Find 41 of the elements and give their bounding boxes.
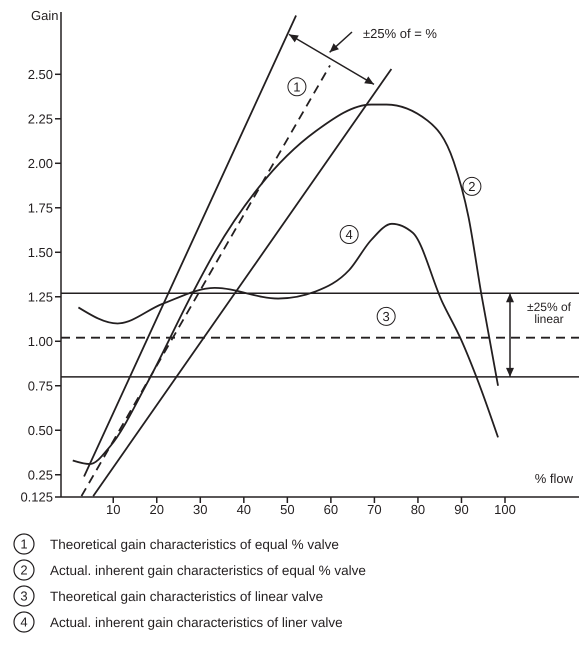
y-tick-label: 0.25 xyxy=(28,467,53,482)
y-tick-label: 1.00 xyxy=(28,334,53,349)
numbered-circle: 3 xyxy=(12,584,36,608)
annotation: 3 xyxy=(382,308,390,324)
y-tick-label: 1.25 xyxy=(28,289,53,304)
numbered-circle: 3 xyxy=(376,306,396,326)
x-tick-label: 40 xyxy=(236,502,252,518)
x-axis-title: % flow xyxy=(534,471,574,486)
x-tick-label: 60 xyxy=(324,502,338,518)
y-tick-label: 2.50 xyxy=(28,66,53,82)
annotation: ±25% of linear xyxy=(527,300,572,326)
numbered-circle: 2 xyxy=(462,176,482,196)
y-tick-label: 1.75 xyxy=(28,200,53,216)
annotation: 2 xyxy=(468,178,476,194)
numbered-circle: 1 xyxy=(12,532,36,556)
x-tick-label: 90 xyxy=(454,502,469,518)
x-tick-label: 30 xyxy=(193,502,208,518)
numbered-circle: 1 xyxy=(287,77,306,96)
x-tick-label: 10 xyxy=(106,502,120,518)
annotation: 4 xyxy=(346,226,353,242)
y-tick-label: 2.00 xyxy=(28,156,53,171)
y-tick-label: 1.50 xyxy=(28,244,53,260)
legend-label: Actual. inherent gain characteristics of equal % valve xyxy=(50,562,366,578)
y-tick-label: 0.125 xyxy=(20,490,53,505)
y-tick-label: 2.25 xyxy=(28,111,53,126)
numbered-circle: 2 xyxy=(12,558,36,582)
x-tick-label: 50 xyxy=(280,502,295,518)
numbered-circle: 4 xyxy=(340,224,359,244)
y-tick-label: 0.75 xyxy=(28,378,53,394)
annotation: 1 xyxy=(293,79,301,94)
x-tick-label: 80 xyxy=(410,502,426,518)
legend-label: Theoretical gain characteristics of equal % valve xyxy=(50,536,339,552)
legend-label: Actual. inherent gain characteristics of liner valve xyxy=(50,614,343,630)
legend-label: Theoretical gain characteristics of linear valve xyxy=(50,588,324,604)
annotation: ±25% of = % xyxy=(363,26,438,41)
x-tick-label: 70 xyxy=(367,502,382,518)
numbered-circle: 4 xyxy=(12,610,36,634)
x-tick-label: 100 xyxy=(494,502,516,518)
y-axis-title: Gain xyxy=(31,8,58,23)
x-tick-label: 20 xyxy=(150,502,164,518)
y-tick-label: 0.50 xyxy=(28,422,53,438)
